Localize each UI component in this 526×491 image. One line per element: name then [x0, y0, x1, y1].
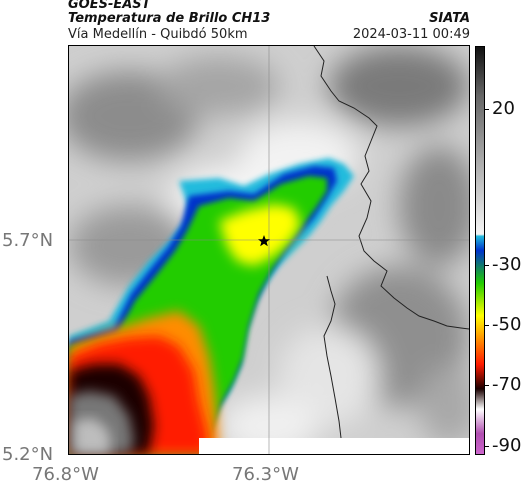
region-label: Vía Medellín - Quibdó 50km [68, 27, 248, 42]
border-line [313, 46, 469, 330]
satellite-map[interactable] [68, 45, 470, 455]
colorbar [475, 46, 485, 455]
colorbar-tick [485, 385, 489, 386]
colorbar-tick [485, 265, 489, 266]
source-label: SIATA [429, 11, 470, 26]
colorbar-label-20: 20 [492, 98, 515, 119]
colorbar-label-neg30: -30 [492, 254, 522, 275]
map-canvas [69, 46, 469, 454]
product-title: Temperatura de Brillo CH13 [68, 11, 271, 26]
colorbar-tick [485, 446, 489, 447]
bottom-strip [199, 438, 469, 454]
datetime-label: 2024-03-11 00:49 [352, 27, 470, 42]
colorbar-tick [485, 325, 489, 326]
colorbar-label-neg70: -70 [492, 374, 522, 395]
colorbar-label-neg50: -50 [492, 314, 522, 335]
colorbar-tick [485, 109, 489, 110]
lon-label-2: 76.3°W [232, 464, 299, 485]
colorbar-label-neg90: -90 [492, 435, 522, 456]
lon-label-1: 76.8°W [32, 464, 99, 485]
star-marker [258, 235, 270, 247]
satellite-label: GOES-EAST [68, 0, 151, 12]
lat-label-2: 5.2°N [2, 444, 54, 465]
department-border [323, 275, 342, 439]
cloud-shield [69, 158, 354, 454]
lat-label-1: 5.7°N [2, 230, 54, 251]
